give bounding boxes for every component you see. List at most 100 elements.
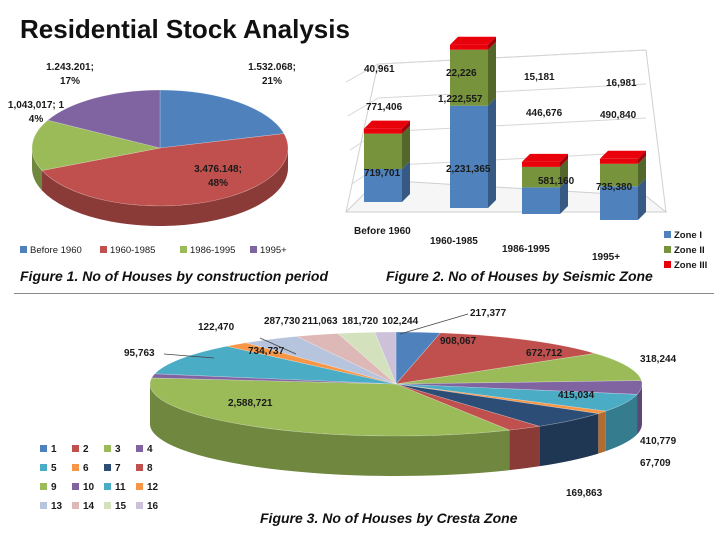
bar-data-label: 1,222,557 bbox=[438, 94, 483, 105]
pie-slice-5 bbox=[395, 383, 638, 412]
pie-label-4: 318,244 bbox=[640, 354, 677, 365]
legend-label-1995+: 1995+ bbox=[260, 245, 287, 256]
legend-swatch-14 bbox=[72, 502, 79, 509]
x-tick-label: Before 1960 bbox=[354, 226, 411, 237]
bar-segment-Zone-III bbox=[364, 128, 402, 134]
pie-slice-side-4 bbox=[637, 384, 642, 435]
pie-slice-8 bbox=[395, 383, 540, 431]
pie-label-pct-Before 1960: 21% bbox=[262, 76, 282, 87]
legend-label-15: 15 bbox=[115, 501, 127, 512]
legend-label-16: 16 bbox=[147, 501, 159, 512]
pie-label-14: 211,063 bbox=[302, 316, 338, 327]
legend-swatch-9 bbox=[40, 483, 47, 490]
pie-slice-10 bbox=[151, 373, 397, 385]
bar-top-cap bbox=[600, 150, 646, 159]
bar-data-label: 40,961 bbox=[364, 64, 395, 75]
legend-swatch-13 bbox=[40, 502, 47, 509]
bar-segment-side bbox=[402, 125, 410, 170]
pie-label-12: 122,470 bbox=[198, 322, 235, 333]
pie-label-2: 908,067 bbox=[440, 336, 477, 347]
bar-segment-side bbox=[638, 150, 646, 164]
legend-swatch-3 bbox=[104, 445, 111, 452]
bar-segment-side bbox=[560, 179, 568, 214]
pie-label-6: 67,709 bbox=[640, 458, 671, 469]
pie-slice-side-1960-1985 bbox=[42, 148, 288, 226]
pie-label-3: 672,712 bbox=[526, 348, 563, 359]
bar-segment-Zone-II bbox=[600, 163, 638, 187]
pie-slice-6 bbox=[395, 383, 606, 414]
bar-segment-Zone-II bbox=[364, 133, 402, 170]
gridline-back bbox=[377, 117, 647, 133]
pie-label-pct-1986-1995: 4% bbox=[29, 114, 44, 125]
bar-segment-side bbox=[560, 158, 568, 188]
pie-slice-2 bbox=[395, 332, 596, 385]
pie-slice-3 bbox=[395, 353, 642, 385]
x-tick-label: 1986-1995 bbox=[502, 244, 550, 255]
bar-data-label: 490,840 bbox=[600, 110, 637, 121]
pie-label-8: 169,863 bbox=[566, 488, 603, 499]
pie-slice-9 bbox=[149, 377, 510, 437]
gridline-left bbox=[345, 63, 379, 83]
legend-label-3: 3 bbox=[115, 444, 121, 455]
page-title: Residential Stock Analysis bbox=[20, 14, 350, 44]
pie-slice-14 bbox=[295, 333, 397, 385]
pie-slice-1 bbox=[395, 331, 442, 385]
pie-slice-side-9 bbox=[150, 384, 510, 476]
bar-data-label: 2,231,365 bbox=[446, 164, 491, 175]
bar-segment-Zone-III bbox=[522, 161, 560, 167]
leader-line bbox=[163, 353, 215, 359]
legend-swatch-15 bbox=[104, 502, 111, 509]
bar-segment-Zone-II bbox=[450, 49, 488, 106]
gridline-back bbox=[377, 83, 647, 99]
bar-segment-side bbox=[488, 36, 496, 50]
x-tick-label: 1995+ bbox=[592, 252, 620, 263]
legend-label-10: 10 bbox=[83, 482, 95, 493]
legend-label-Before 1960: Before 1960 bbox=[30, 245, 82, 256]
legend-swatch-12 bbox=[136, 483, 143, 490]
bar-data-label: 719,701 bbox=[364, 168, 401, 179]
figure-3-caption: Figure 3. No of Houses by Cresta Zone bbox=[260, 510, 518, 526]
bar-segment-side bbox=[488, 97, 496, 208]
pie-slice-1986-1995 bbox=[31, 119, 161, 171]
pie-label-value-1960-1985: 3.476.148; bbox=[194, 164, 242, 175]
pie-label-13: 287,730 bbox=[264, 316, 301, 327]
pie-slice-16 bbox=[374, 331, 397, 385]
pie-slice-side-1986-1995 bbox=[32, 148, 43, 191]
pie-slice-15 bbox=[337, 331, 397, 385]
bar-top-cap bbox=[364, 120, 410, 129]
bar-segment-side bbox=[488, 41, 496, 106]
leader-line bbox=[259, 337, 297, 355]
bar-data-label: 22,226 bbox=[446, 68, 477, 79]
pie-slice-1960-1985 bbox=[41, 133, 289, 207]
legend-swatch-1986-1995 bbox=[180, 246, 187, 253]
legend-swatch-2 bbox=[72, 445, 79, 452]
legend-swatch-Zone-II bbox=[664, 246, 671, 253]
bar-segment-side bbox=[402, 120, 410, 134]
gridline-back bbox=[377, 151, 647, 167]
pie-label-pct-1960-1985: 48% bbox=[208, 178, 228, 189]
legend-swatch-7 bbox=[104, 464, 111, 471]
pie-label-10: 95,763 bbox=[124, 348, 155, 359]
bar-segment-side bbox=[402, 161, 410, 202]
legend-label-13: 13 bbox=[51, 501, 63, 512]
legend-swatch-1995+ bbox=[250, 246, 257, 253]
pie-slice-side-6 bbox=[598, 411, 606, 454]
section-divider bbox=[14, 293, 714, 294]
x-tick-label: 1960-1985 bbox=[430, 236, 478, 247]
legend-label-9: 9 bbox=[51, 482, 57, 493]
bar-data-label: 446,676 bbox=[526, 108, 563, 119]
legend-label-8: 8 bbox=[147, 463, 153, 474]
pie-label-1: 217,377 bbox=[470, 308, 507, 319]
pie-slice-side-8 bbox=[509, 426, 540, 471]
legend-swatch-5 bbox=[40, 464, 47, 471]
bar-segment-side bbox=[638, 178, 646, 220]
bar-data-label: 771,406 bbox=[366, 102, 403, 113]
legend-label-Zone-II: Zone II bbox=[674, 245, 705, 256]
figure-1-caption: Figure 1. No of Houses by construction p… bbox=[20, 268, 329, 284]
legend-label-5: 5 bbox=[51, 463, 57, 474]
pie-label-7: 410,779 bbox=[640, 436, 677, 447]
legend-label-2: 2 bbox=[83, 444, 89, 455]
legend-swatch-Before 1960 bbox=[20, 246, 27, 253]
